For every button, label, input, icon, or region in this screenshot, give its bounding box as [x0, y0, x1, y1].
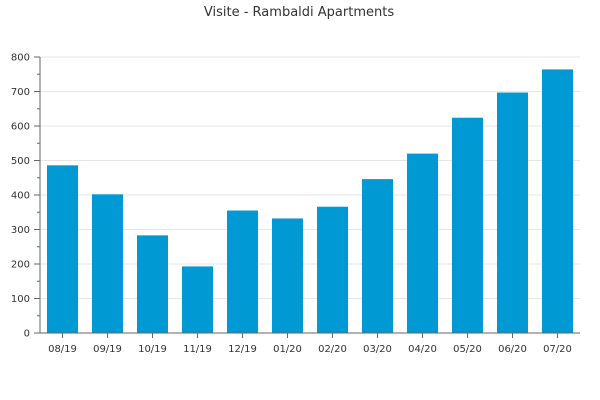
x-tick-label: 10/19	[138, 344, 167, 355]
bar	[137, 235, 168, 333]
x-tick-label: 02/20	[318, 344, 347, 355]
x-tick-label: 01/20	[273, 344, 302, 355]
bar	[497, 92, 528, 333]
x-tick-label: 07/20	[543, 344, 572, 355]
x-tick-label: 08/19	[48, 344, 77, 355]
chart-title: Visite - Rambaldi Apartments	[204, 5, 394, 20]
x-tick-label: 05/20	[453, 344, 482, 355]
bars	[47, 69, 573, 334]
bar	[227, 210, 258, 333]
bar	[182, 266, 213, 333]
x-tick-label: 06/20	[498, 344, 527, 355]
bar	[47, 165, 78, 333]
y-tick-label: 0	[24, 329, 30, 340]
x-axis: 08/19 09/19 10/19 11/19 12/19 01/20 02/20 03/20…	[40, 332, 580, 355]
y-tick-label: 200	[11, 260, 30, 271]
x-tick-label: 04/20	[408, 344, 437, 355]
x-tick-label: 11/19	[183, 344, 212, 355]
bar	[542, 69, 573, 334]
bar	[362, 179, 393, 333]
y-tick-label: 800	[11, 53, 30, 64]
x-tick-label: 09/19	[93, 344, 122, 355]
y-axis: 0 100 200 300 400 500 600 700 800	[11, 53, 41, 340]
bar	[407, 153, 438, 333]
y-tick-label: 500	[11, 156, 30, 167]
y-tick-label: 700	[11, 87, 30, 98]
y-tick-label: 600	[11, 122, 30, 133]
gridlines	[40, 56, 580, 299]
y-tick-label: 300	[11, 225, 30, 236]
bar	[452, 117, 483, 333]
x-tick-label: 03/20	[363, 344, 392, 355]
y-tick-label: 400	[11, 191, 30, 202]
x-tick-label: 12/19	[228, 344, 257, 355]
bar	[92, 194, 123, 333]
y-tick-label: 100	[11, 294, 30, 305]
bar	[317, 206, 348, 333]
bar	[272, 218, 303, 333]
